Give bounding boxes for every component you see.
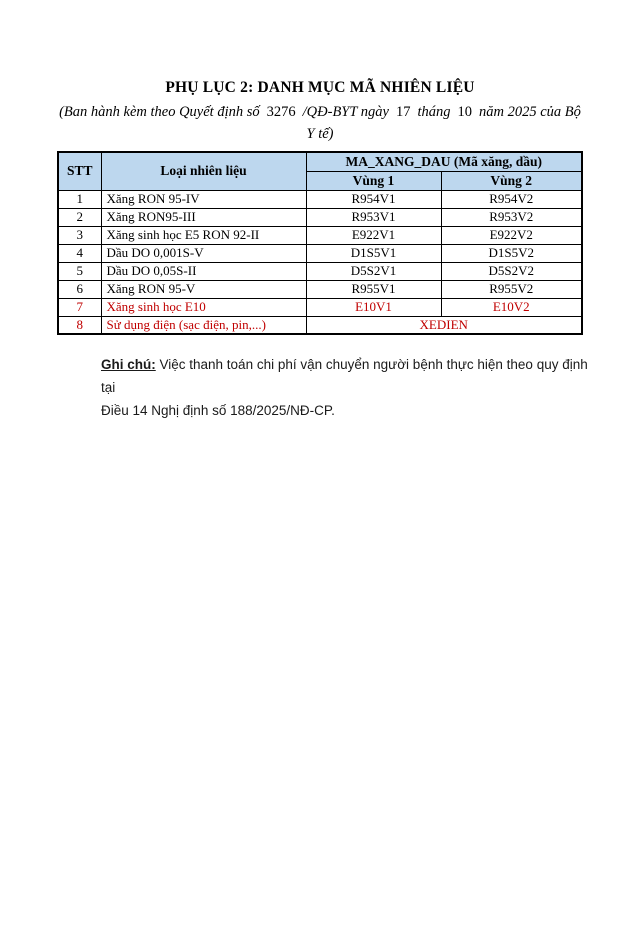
fuel-code-table: STT Loại nhiên liệu MA_XANG_DAU (Mã xăng… [57,151,583,335]
table-row: 2 Xăng RON95-III R953V1 R953V2 [57,207,583,227]
region1-code-cell: D5S2V1 [305,261,442,281]
column-header-fuel-type: Loại nhiên liệu [100,151,307,191]
column-header-region2: Vùng 2 [440,170,583,191]
region2-code-cell: D5S2V2 [440,261,583,281]
region2-code-cell: D1S5V2 [440,243,583,263]
stt-cell: 2 [57,207,102,227]
fuel-name-cell: Xăng sinh học E10 [100,297,307,317]
note: Ghi chú: Việc thanh toán chi phí vận chu… [101,353,600,422]
table-row-highlighted: 8 Sử dụng điện (sạc điện, pin,...) XEDIE… [57,315,583,335]
table-row: 1 Xăng RON 95-IV R954V1 R954V2 [57,189,583,209]
merged-code-cell: XEDIEN [305,315,583,335]
column-header-group: MA_XANG_DAU (Mã xăng, dầu) [305,151,583,172]
table-row: 4 Dầu DO 0,001S-V D1S5V1 D1S5V2 [57,243,583,263]
month-number: 10 [457,104,473,120]
subtitle-line2: Y tế) [306,126,334,142]
table-row: 3 Xăng sinh học E5 RON 92-II E922V1 E922… [57,225,583,245]
table-row: 5 Dầu DO 0,05S-II D5S2V1 D5S2V2 [57,261,583,281]
stt-cell: 4 [57,243,102,263]
region2-code-cell: R954V2 [440,189,583,209]
table-header: STT Loại nhiên liệu MA_XANG_DAU (Mã xăng… [57,151,583,191]
stt-cell: 6 [57,279,102,299]
region1-code-cell: D1S5V1 [305,243,442,263]
subtitle: (Ban hành kèm theo Quyết định số 3276/QĐ-… [0,101,640,145]
fuel-name-cell: Dầu DO 0,001S-V [100,243,307,263]
subtitle-segment: /QĐ-BYT ngày [302,104,389,120]
region1-code-cell: R955V1 [305,279,442,299]
region2-code-cell: E10V2 [440,297,583,317]
subtitle-segment: năm 2025 của Bộ [479,104,581,120]
region2-code-cell: R955V2 [440,279,583,299]
fuel-name-cell: Sử dụng điện (sạc điện, pin,...) [100,315,307,335]
decision-number: 3276 [266,104,296,120]
stt-cell: 1 [57,189,102,209]
table-row-highlighted: 7 Xăng sinh học E10 E10V1 E10V2 [57,297,583,317]
stt-cell: 5 [57,261,102,281]
day-number: 17 [395,104,411,120]
note-label: Ghi chú: [101,357,156,372]
region1-code-cell: R953V1 [305,207,442,227]
column-header-stt: STT [57,151,102,191]
fuel-name-cell: Xăng sinh học E5 RON 92-II [100,225,307,245]
column-header-region1: Vùng 1 [305,170,442,191]
note-text-line2: Điều 14 Nghị định số 188/2025/NĐ-CP. [101,403,335,418]
subtitle-segment: (Ban hành kèm theo Quyết định số [59,104,260,120]
fuel-name-cell: Xăng RON 95-IV [100,189,307,209]
page-title: PHỤ LỤC 2: DANH MỤC MÃ NHIÊN LIỆU [165,79,475,96]
fuel-name-cell: Dầu DO 0,05S-II [100,261,307,281]
stt-cell: 8 [57,315,102,335]
table-row: 6 Xăng RON 95-V R955V1 R955V2 [57,279,583,299]
region2-code-cell: R953V2 [440,207,583,227]
region1-code-cell: E922V1 [305,225,442,245]
fuel-name-cell: Xăng RON95-III [100,207,307,227]
region1-code-cell: E10V1 [305,297,442,317]
region2-code-cell: E922V2 [440,225,583,245]
region1-code-cell: R954V1 [305,189,442,209]
stt-cell: 7 [57,297,102,317]
note-text-line1: Việc thanh toán chi phí vận chuyển người… [101,357,588,395]
fuel-name-cell: Xăng RON 95-V [100,279,307,299]
subtitle-segment: tháng [417,104,451,120]
stt-cell: 3 [57,225,102,245]
